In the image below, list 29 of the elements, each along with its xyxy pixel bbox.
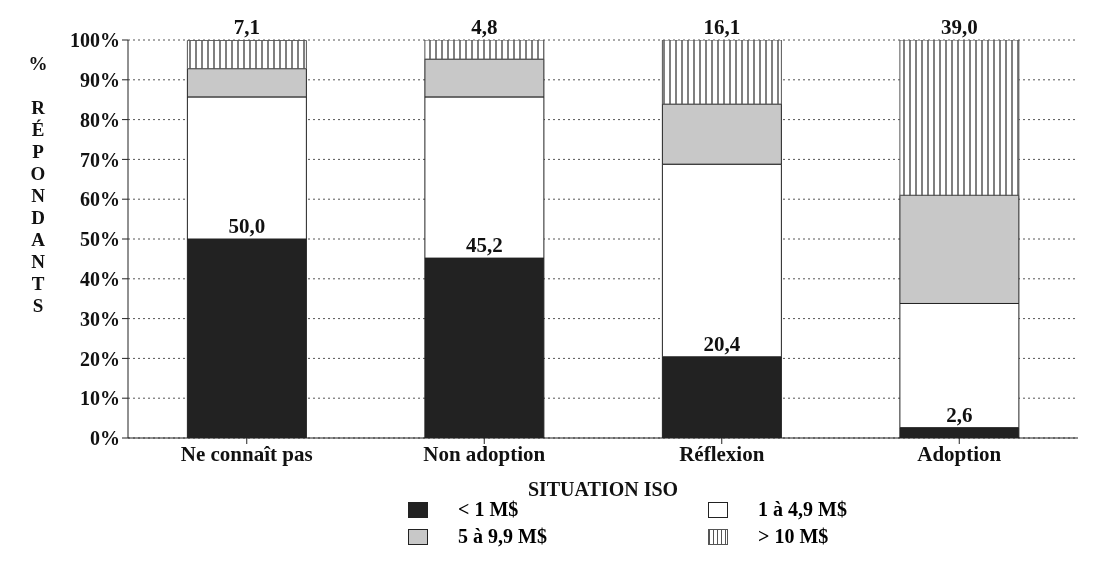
y-tick-label: 40% — [80, 267, 120, 290]
data-label: 2,6 — [946, 402, 973, 427]
x-tick-label: Réflexion — [679, 441, 765, 466]
y-tick-label: 50% — [80, 228, 120, 251]
y-tick-label: 100% — [70, 29, 120, 52]
y-tick-label: 70% — [80, 148, 120, 171]
data-label: 45,2 — [466, 233, 503, 258]
data-label: 20,4 — [703, 331, 741, 356]
data-label: 4,8 — [471, 15, 498, 39]
text: % RÉPONDANTS — [28, 53, 48, 316]
data-label: 7,1 — [233, 15, 260, 40]
y-tick-label: 30% — [80, 307, 120, 330]
data-label: 16,1 — [703, 15, 741, 39]
data-label: 39,0 — [941, 15, 978, 39]
legend-label: 5 à 9,9 M$ — [458, 525, 547, 548]
x-tick-label: Non adoption — [423, 441, 546, 466]
y-tick-label: 60% — [80, 188, 120, 211]
y-tick-label: 20% — [80, 347, 120, 370]
y-tick-label: 80% — [80, 108, 120, 131]
y-tick-label: 90% — [80, 68, 120, 91]
y-tick-label: 10% — [80, 387, 120, 410]
legend-label: > 10 M$ — [758, 525, 829, 548]
legend-label: < 1 M$ — [458, 498, 519, 521]
x-tick-label: Ne connaît pas — [180, 441, 313, 466]
x-axis-title: SITUATION ISO — [527, 478, 679, 500]
legend-label: 1 à 4,9 M$ — [758, 498, 847, 521]
x-tick-label: Adoption — [917, 441, 1002, 466]
y-tick-label: 0% — [90, 427, 120, 450]
data-label: 50,0 — [228, 214, 266, 238]
